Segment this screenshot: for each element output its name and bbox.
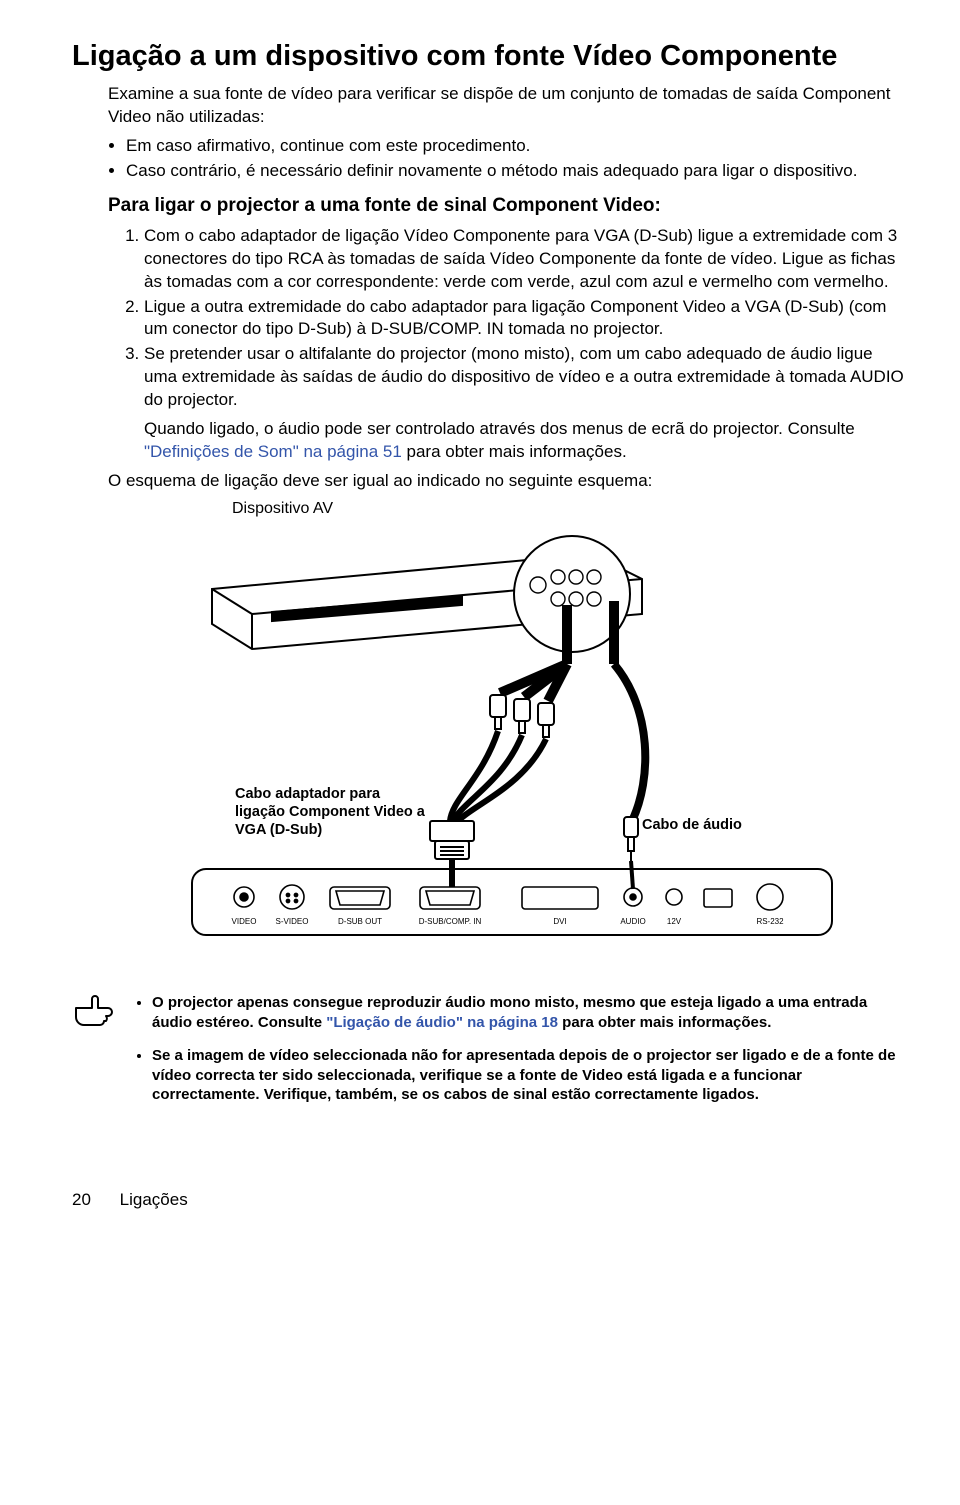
port-label-dvi: DVI — [553, 917, 566, 926]
pointing-hand-icon — [72, 993, 116, 1036]
intro-paragraph: Examine a sua fonte de vídeo para verifi… — [108, 83, 908, 129]
intro-bullet-1: Em caso afirmativo, continue com este pr… — [126, 135, 908, 158]
notes-list: O projector apenas consegue reproduzir á… — [132, 993, 908, 1119]
step-3-para2a: Quando ligado, o áudio pode ser controla… — [144, 419, 855, 438]
port-label-svideo: S-VIDEO — [276, 917, 309, 926]
step-1: Com o cabo adaptador de ligação Vídeo Co… — [144, 225, 908, 294]
audio-connection-link[interactable]: "Ligação de áudio" na página 18 — [326, 1014, 558, 1031]
port-label-12v: 12V — [667, 917, 682, 926]
port-label-rs232: RS-232 — [756, 917, 784, 926]
audio-cable-label: Cabo de áudio — [642, 817, 742, 834]
sound-settings-link[interactable]: "Definições de Som" na página 51 — [144, 442, 402, 461]
page-number: 20 — [72, 1190, 91, 1209]
note-1b: para obter mais informações. — [558, 1014, 771, 1031]
connection-diagram: Dispositivo AV Cabo adaptador para ligaç… — [152, 499, 872, 979]
note-2: Se a imagem de vídeo seleccionada não fo… — [152, 1046, 908, 1105]
intro-bullet-2: Caso contrário, é necessário definir nov… — [126, 160, 908, 183]
port-label-video: VIDEO — [232, 917, 257, 926]
page-footer: 20 Ligações — [72, 1189, 908, 1212]
port-label-dsub-out: D-SUB OUT — [338, 917, 382, 926]
port-label-dsub-comp: D-SUB/COMP. IN — [419, 917, 482, 926]
step-3-text-1: Se pretender usar o altifalante do proje… — [144, 344, 904, 409]
note-1: O projector apenas consegue reproduzir á… — [152, 993, 908, 1032]
steps-list: Com o cabo adaptador de ligação Vídeo Co… — [72, 225, 908, 464]
page-heading: Ligação a um dispositivo com fonte Vídeo… — [72, 40, 908, 73]
step-2: Ligue a outra extremidade do cabo adapta… — [144, 296, 908, 342]
schematic-caption: O esquema de ligação deve ser igual ao i… — [108, 470, 908, 493]
port-label-audio: AUDIO — [620, 917, 645, 926]
adapter-cable-label: Cabo adaptador para ligação Component Vi… — [235, 785, 425, 839]
procedure-subheading: Para ligar o projector a uma fonte de si… — [108, 193, 908, 219]
intro-bullet-list: Em caso afirmativo, continue com este pr… — [72, 135, 908, 183]
step-3-para2b: para obter mais informações. — [402, 442, 627, 461]
step-3: Se pretender usar o altifalante do proje… — [144, 343, 908, 464]
section-name: Ligações — [120, 1190, 188, 1209]
device-label: Dispositivo AV — [232, 499, 333, 518]
